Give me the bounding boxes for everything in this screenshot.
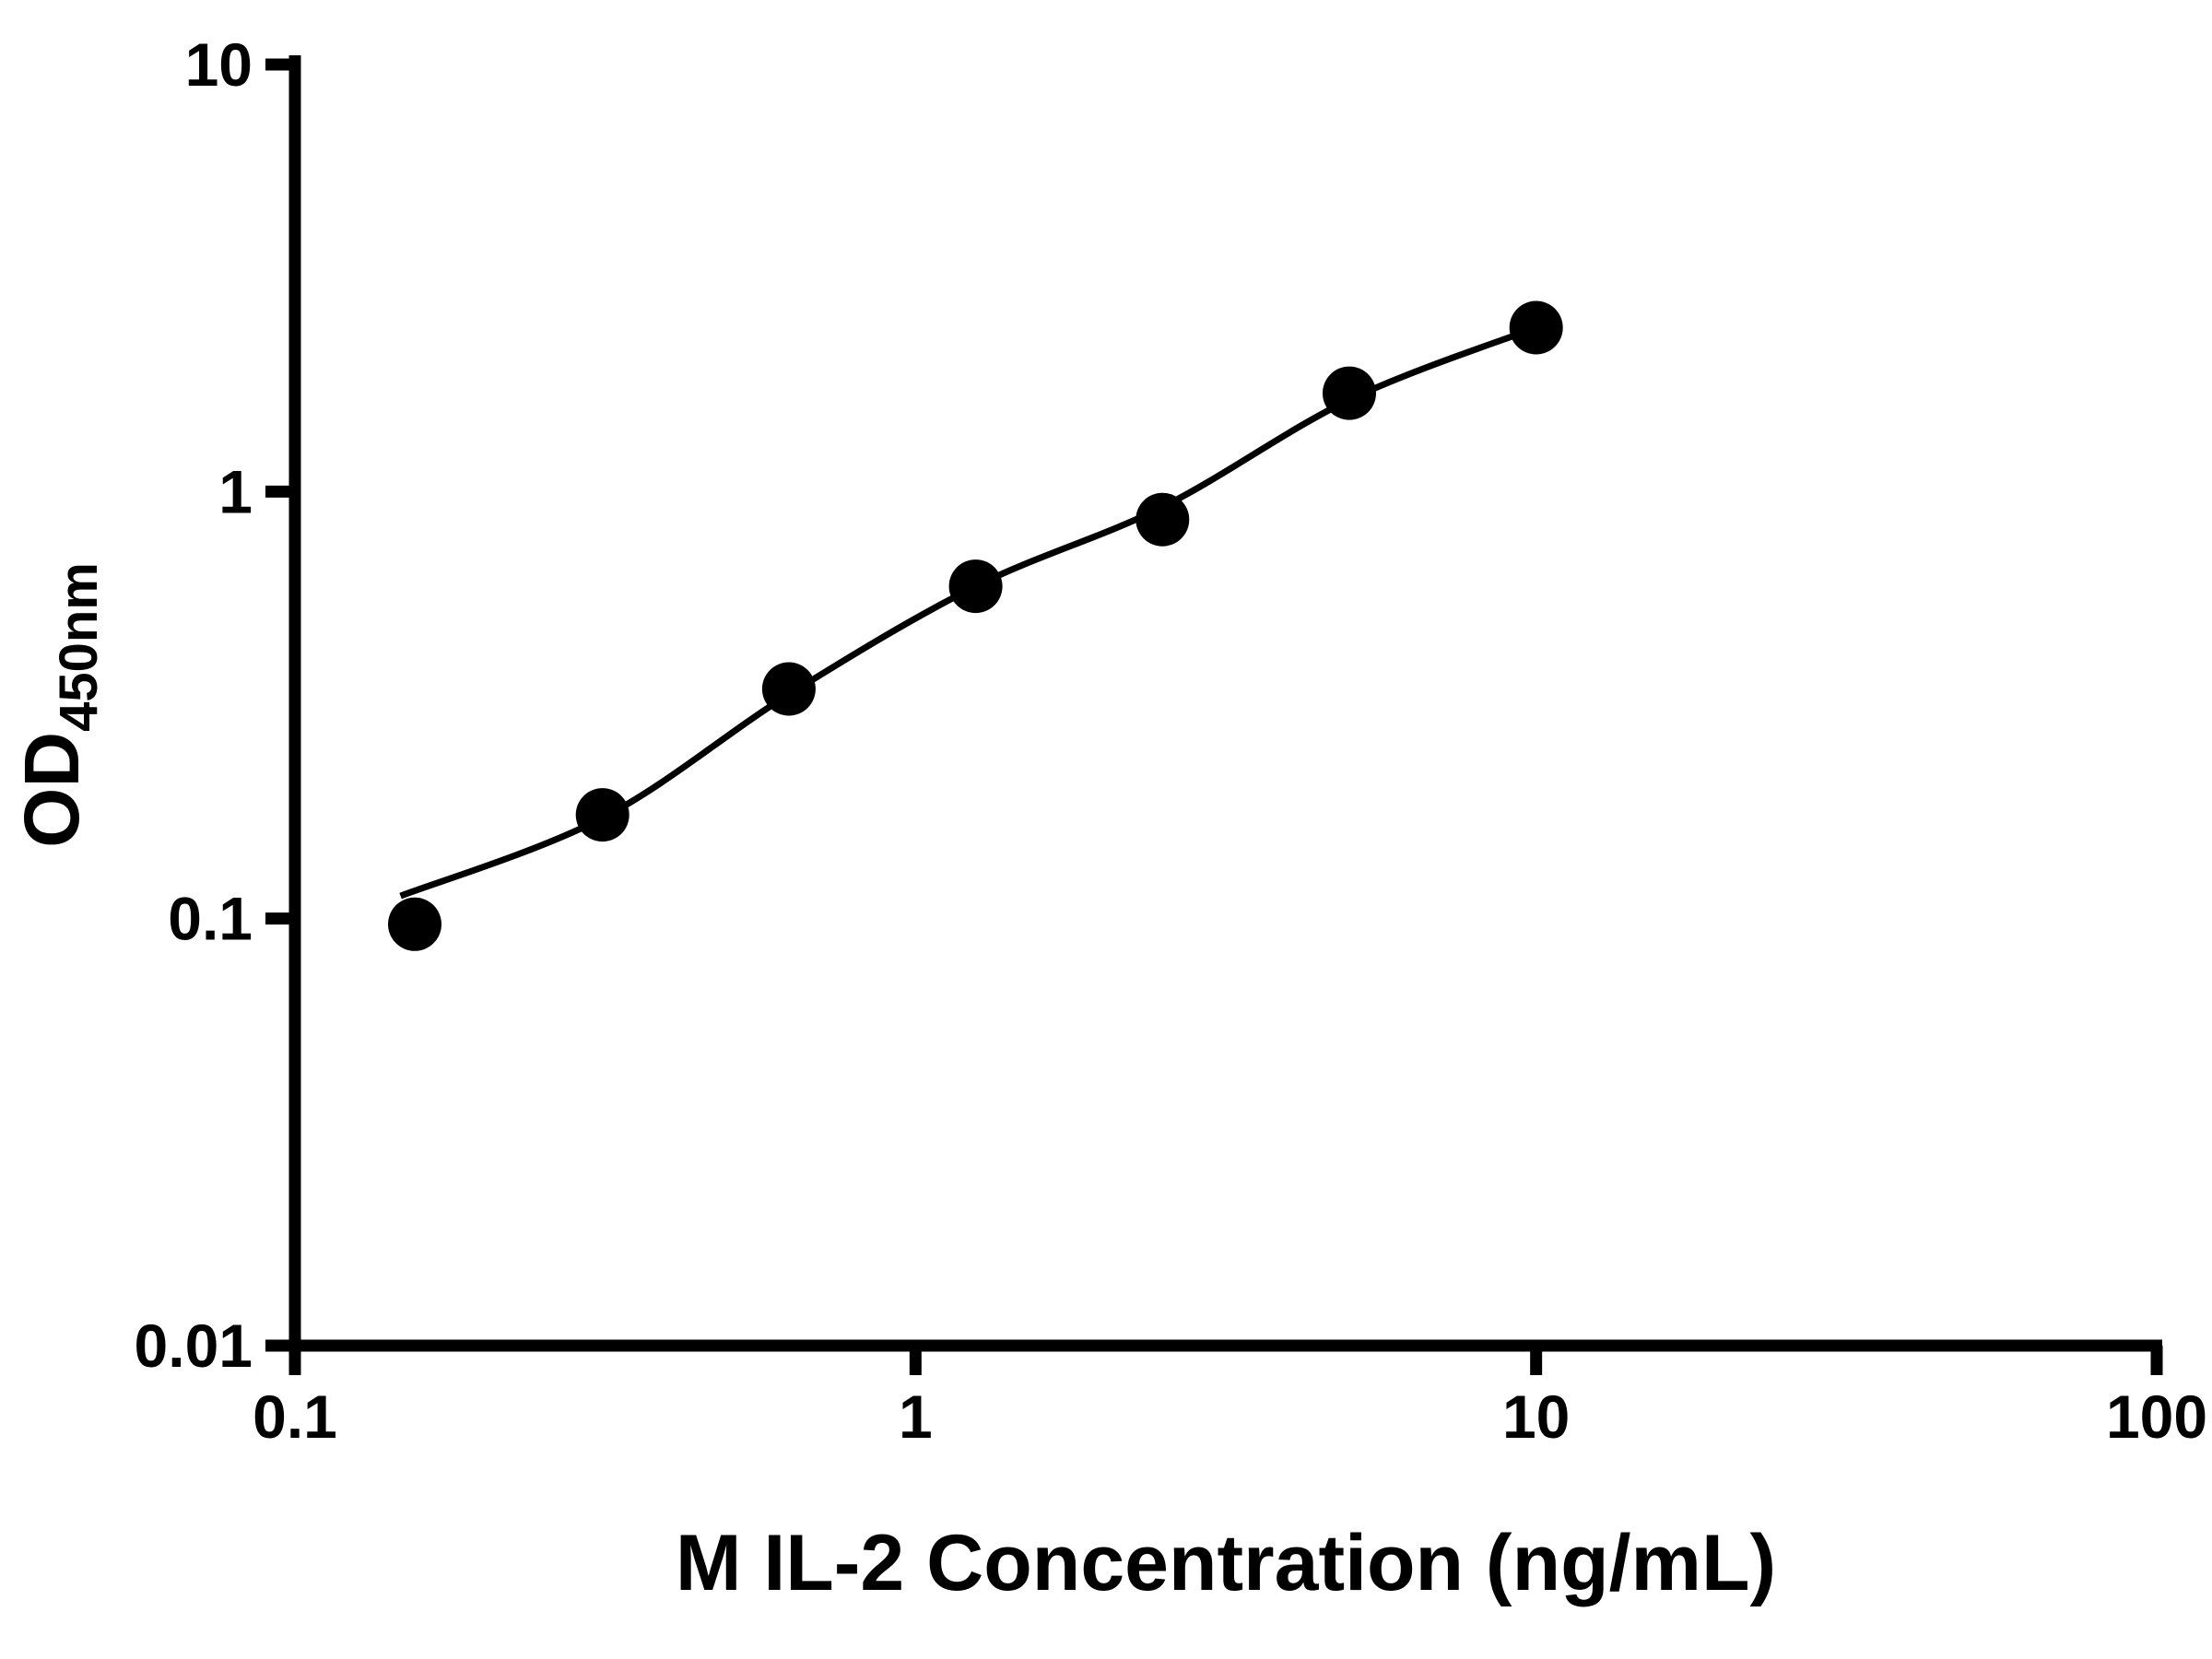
y-tick-label: 10 [185, 30, 253, 99]
data-points [388, 300, 1563, 951]
y-axis-tick-labels: 0.01 0.1 1 10 [135, 30, 253, 1380]
x-axis-tick-labels: 0.1 1 10 100 [253, 1382, 2207, 1451]
data-point-marker [761, 662, 816, 716]
x-axis-title: M IL-2 Concentration (ng/mL) [676, 1519, 1776, 1607]
x-tick-label: 10 [1502, 1382, 1570, 1451]
y-tick-label: 0.01 [135, 1312, 253, 1380]
y-axis-title-main: OD [8, 732, 95, 848]
data-point-marker [575, 788, 629, 842]
x-tick-label: 1 [899, 1382, 933, 1451]
y-axis-title: OD450nm [8, 562, 109, 848]
data-point-marker [1135, 492, 1190, 547]
y-tick-label: 1 [218, 457, 253, 525]
axis-lines [288, 55, 2162, 1352]
y-axis-title-subscript: 450nm [49, 562, 109, 732]
y-axis-ticks [265, 58, 295, 1352]
data-point-marker [948, 559, 1003, 614]
data-point-marker [388, 897, 441, 951]
data-point-marker [1323, 366, 1376, 420]
x-tick-label: 0.1 [253, 1382, 337, 1451]
x-axis-ticks [288, 1346, 2163, 1375]
y-tick-label: 0.1 [168, 885, 253, 953]
x-tick-label: 100 [2106, 1382, 2207, 1451]
data-point-marker [1509, 300, 1563, 355]
